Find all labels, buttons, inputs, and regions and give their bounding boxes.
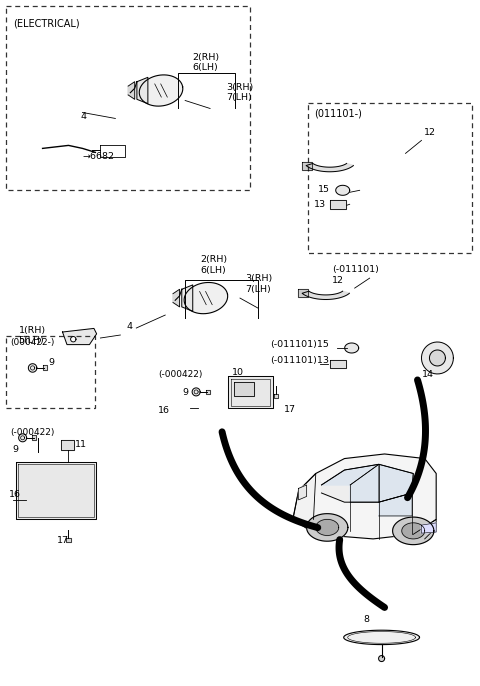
Text: (000422-): (000422-) — [11, 338, 55, 347]
Polygon shape — [421, 342, 454, 374]
Text: (-011101)13: (-011101)13 — [270, 356, 329, 365]
Polygon shape — [66, 538, 71, 543]
Text: 2(RH)
6(LH): 2(RH) 6(LH) — [200, 255, 227, 274]
Text: 4: 4 — [81, 113, 86, 121]
Polygon shape — [274, 394, 278, 398]
Polygon shape — [16, 462, 96, 519]
Polygon shape — [306, 163, 353, 172]
Text: (-011101)
12: (-011101) 12 — [332, 265, 379, 285]
Polygon shape — [344, 630, 420, 645]
Polygon shape — [293, 454, 436, 539]
Polygon shape — [182, 285, 193, 311]
Polygon shape — [302, 161, 312, 169]
Polygon shape — [379, 493, 412, 516]
Text: 16: 16 — [158, 406, 170, 415]
Text: (-000422): (-000422) — [158, 370, 203, 379]
Text: 12: 12 — [423, 128, 435, 137]
Polygon shape — [330, 200, 346, 209]
Polygon shape — [293, 473, 316, 519]
Text: 1(RH)
5(LH): 1(RH) 5(LH) — [19, 326, 46, 346]
Text: 17: 17 — [284, 405, 296, 414]
Polygon shape — [206, 390, 210, 394]
Text: 3(RH)
7(LH): 3(RH) 7(LH) — [226, 82, 253, 102]
Bar — [6, 336, 96, 408]
Polygon shape — [379, 656, 384, 661]
Text: 9: 9 — [48, 358, 55, 367]
Polygon shape — [128, 82, 135, 99]
Text: 8: 8 — [364, 615, 370, 624]
Polygon shape — [43, 366, 47, 370]
Polygon shape — [19, 434, 26, 442]
Polygon shape — [413, 519, 436, 539]
Polygon shape — [100, 145, 125, 157]
Text: 15: 15 — [318, 185, 330, 194]
Polygon shape — [298, 289, 308, 297]
Text: (ELECTRICAL): (ELECTRICAL) — [12, 19, 79, 29]
Polygon shape — [137, 78, 148, 104]
Polygon shape — [393, 517, 434, 545]
Text: 2(RH)
6(LH): 2(RH) 6(LH) — [192, 53, 219, 72]
Polygon shape — [421, 523, 436, 533]
Text: →6682: →6682 — [83, 152, 114, 161]
Text: 3(RH)
7(LH): 3(RH) 7(LH) — [245, 274, 272, 294]
Polygon shape — [316, 519, 339, 536]
Polygon shape — [62, 329, 96, 344]
Polygon shape — [32, 436, 36, 440]
Text: 16: 16 — [9, 490, 21, 499]
Polygon shape — [299, 485, 307, 500]
Text: (-011101)15: (-011101)15 — [270, 340, 329, 349]
Polygon shape — [60, 440, 74, 450]
Polygon shape — [350, 464, 379, 502]
Polygon shape — [322, 464, 379, 485]
Polygon shape — [330, 360, 346, 368]
Bar — [308, 104, 472, 253]
Polygon shape — [173, 289, 180, 307]
Text: 9: 9 — [12, 445, 19, 454]
Text: 10: 10 — [232, 368, 244, 377]
Text: 14: 14 — [421, 370, 433, 379]
Polygon shape — [192, 388, 200, 396]
Polygon shape — [71, 337, 76, 342]
Polygon shape — [379, 464, 413, 502]
Polygon shape — [302, 292, 349, 300]
Polygon shape — [322, 464, 413, 502]
Text: 17: 17 — [57, 536, 69, 545]
Polygon shape — [139, 75, 183, 106]
Polygon shape — [234, 382, 254, 396]
Text: 13: 13 — [314, 200, 326, 209]
Polygon shape — [345, 343, 359, 353]
Polygon shape — [430, 350, 445, 366]
Text: (011101-): (011101-) — [314, 108, 361, 119]
Text: 9: 9 — [182, 388, 188, 397]
Bar — [6, 5, 250, 190]
Polygon shape — [307, 514, 348, 541]
Text: 11: 11 — [74, 440, 86, 449]
Polygon shape — [336, 185, 350, 196]
Polygon shape — [184, 283, 228, 314]
Text: 4: 4 — [126, 322, 132, 331]
Polygon shape — [28, 364, 37, 372]
Polygon shape — [402, 523, 425, 539]
Text: (-000422): (-000422) — [11, 428, 55, 437]
Polygon shape — [228, 376, 273, 408]
